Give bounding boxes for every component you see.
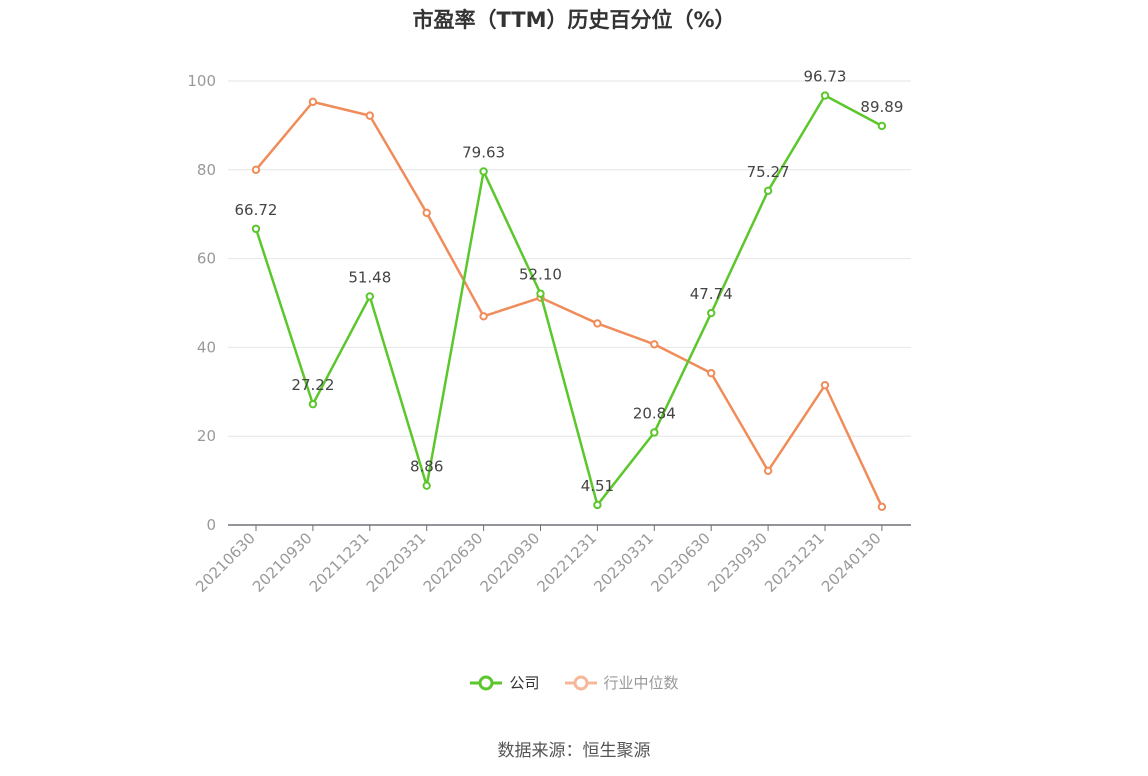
legend-industry-icon bbox=[564, 675, 597, 690]
data-label-company: 89.89 bbox=[860, 98, 903, 116]
data-point-industry[interactable] bbox=[593, 319, 602, 328]
data-point-company[interactable] bbox=[763, 186, 773, 196]
data-point-industry[interactable] bbox=[763, 466, 773, 476]
data-point-company[interactable] bbox=[877, 121, 887, 131]
chart-title: 市盈率（TTM）历史百分位（%） bbox=[412, 8, 736, 32]
y-tick-label: 40 bbox=[197, 338, 216, 356]
data-label-company: 20.84 bbox=[633, 404, 676, 422]
legend: 公司 行业中位数 bbox=[0, 672, 1148, 693]
data-point-industry[interactable] bbox=[479, 312, 488, 321]
data-label-company: 4.51 bbox=[581, 477, 614, 495]
data-point-company[interactable] bbox=[593, 500, 602, 510]
y-tick-label: 80 bbox=[197, 161, 216, 179]
y-tick-label: 20 bbox=[197, 427, 216, 445]
data-point-company[interactable] bbox=[422, 481, 431, 490]
data-label-company: 66.72 bbox=[235, 201, 278, 219]
data-point-industry[interactable] bbox=[251, 165, 261, 175]
series-layer bbox=[251, 91, 887, 511]
x-tick-label: 20240130 bbox=[818, 529, 885, 596]
data-label-company: 75.27 bbox=[747, 163, 790, 181]
legend-item-company[interactable]: 公司 bbox=[469, 672, 540, 693]
data-point-company[interactable] bbox=[479, 167, 488, 176]
x-tick-label: 20210930 bbox=[249, 529, 316, 596]
data-label-company: 51.48 bbox=[348, 268, 391, 286]
x-tick-label: 20220930 bbox=[477, 529, 544, 596]
x-tick-label: 20231231 bbox=[761, 529, 828, 596]
data-point-industry[interactable] bbox=[365, 111, 374, 120]
y-tick-label: 60 bbox=[197, 250, 216, 268]
data-label-company: 27.22 bbox=[291, 376, 334, 394]
data-point-industry[interactable] bbox=[707, 368, 716, 378]
legend-industry-label: 行业中位数 bbox=[603, 674, 679, 692]
data-point-company[interactable] bbox=[707, 308, 716, 318]
data-label-company: 8.86 bbox=[410, 458, 443, 476]
series-line-company bbox=[254, 94, 883, 507]
data-point-industry[interactable] bbox=[308, 97, 318, 107]
data-point-industry[interactable] bbox=[422, 208, 431, 218]
source-note: 数据来源：恒生聚源 bbox=[497, 741, 651, 761]
data-point-industry[interactable] bbox=[650, 340, 659, 349]
data-label-company: 47.74 bbox=[690, 285, 733, 303]
x-tick-label: 20221231 bbox=[534, 529, 601, 596]
data-label-company: 96.73 bbox=[804, 68, 847, 86]
y-tick-label: 100 bbox=[187, 72, 216, 90]
legend-item-industry[interactable]: 行业中位数 bbox=[564, 672, 679, 693]
legend-company-label: 公司 bbox=[509, 674, 540, 692]
y-tick-label: 0 bbox=[206, 516, 216, 534]
x-tick-label: 20220331 bbox=[363, 529, 430, 596]
data-point-company[interactable] bbox=[308, 399, 318, 409]
data-point-industry[interactable] bbox=[877, 502, 887, 511]
x-tick-label: 20220630 bbox=[420, 529, 487, 596]
data-label-company: 52.10 bbox=[519, 266, 562, 284]
data-point-industry[interactable] bbox=[820, 380, 830, 390]
x-tick-label: 20230331 bbox=[590, 529, 657, 596]
legend-company-icon bbox=[470, 675, 503, 690]
x-tick-label: 20230930 bbox=[704, 529, 771, 596]
data-point-company[interactable] bbox=[650, 428, 659, 437]
data-point-company[interactable] bbox=[365, 292, 374, 301]
data-point-company[interactable] bbox=[820, 91, 830, 100]
x-tick-label: 20230630 bbox=[647, 529, 714, 596]
label-layer: 66.72 27.22 51.48 8.86 79.63 52.10 4.51 20.84 47… bbox=[235, 68, 904, 495]
axis-layer: 0204060801002021063020210930202112312022… bbox=[187, 72, 911, 596]
x-tick-label: 20210630 bbox=[192, 529, 259, 596]
x-tick-label: 20211231 bbox=[306, 529, 373, 596]
series-line-industry bbox=[255, 100, 884, 508]
data-point-company[interactable] bbox=[251, 224, 261, 233]
data-label-company: 79.63 bbox=[462, 143, 505, 161]
data-point-company[interactable] bbox=[536, 289, 545, 298]
